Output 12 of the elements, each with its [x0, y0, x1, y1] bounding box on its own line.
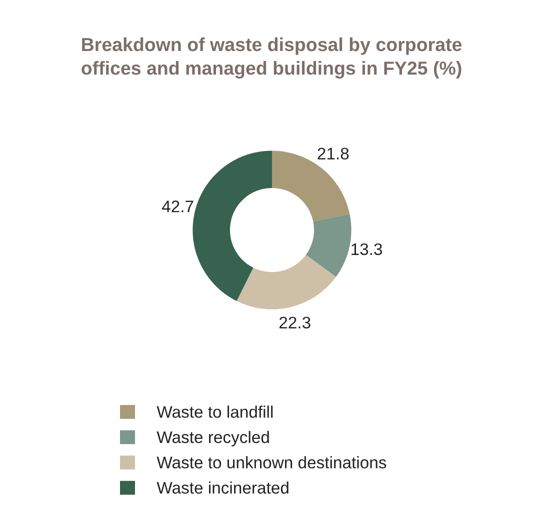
donut-slice	[236, 254, 336, 310]
data-label: 21.8	[318, 148, 349, 160]
legend-label: Waste recycled	[156, 430, 269, 446]
data-label: 22.3	[279, 316, 310, 328]
donut-slice	[192, 150, 272, 302]
donut-slice	[306, 214, 352, 277]
chart-title: Breakdown of waste disposal by corporate offices and managed buildings in FY25 (%)	[82, 37, 462, 79]
legend-label: Waste incinerated	[156, 481, 288, 494]
legend-label: Waste to unknown destinations	[156, 456, 386, 468]
data-label: 13.3	[352, 243, 382, 256]
legend-label: Waste to landfill	[156, 406, 273, 418]
data-label: 42.7	[162, 200, 194, 212]
